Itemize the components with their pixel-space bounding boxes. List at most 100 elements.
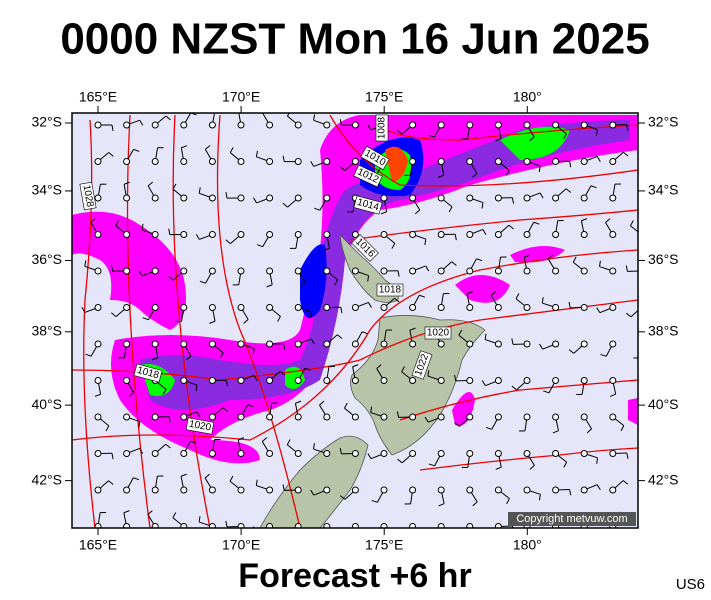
barb-flag — [511, 338, 514, 345]
barb-station — [351, 158, 359, 165]
barb-station — [466, 340, 474, 348]
lon-label: 175°E — [365, 89, 403, 105]
barb-station — [380, 413, 388, 421]
barb-flag — [529, 465, 535, 470]
barb-station — [637, 306, 638, 309]
barb-station — [266, 267, 274, 275]
barb-station — [123, 413, 131, 421]
barb-station — [523, 413, 531, 421]
barb-flag — [595, 129, 598, 136]
barb-station — [466, 413, 474, 421]
barb-station — [437, 231, 445, 238]
barb-flag — [81, 306, 86, 313]
barb-flag — [85, 353, 92, 357]
barb-station — [180, 450, 188, 457]
barb-station — [466, 486, 474, 494]
barb-station — [294, 304, 302, 311]
barb-station — [123, 450, 131, 457]
barb-station — [237, 486, 245, 494]
barb-flag — [639, 182, 645, 184]
barb-flag — [438, 174, 444, 178]
lon-label: 180° — [513, 89, 542, 105]
barb-staff — [641, 381, 648, 393]
barb-station — [494, 523, 502, 528]
barb-station — [380, 523, 388, 528]
barb-flag — [596, 307, 601, 313]
lat-label: 36°S — [31, 251, 62, 267]
barb-flag — [424, 238, 427, 246]
barb-flag — [94, 393, 101, 397]
barb-flag — [310, 160, 315, 167]
barb-station — [552, 267, 560, 275]
barb-station — [294, 194, 302, 202]
barb-station — [580, 304, 588, 311]
barb-station — [294, 450, 302, 457]
barb-station — [123, 267, 131, 275]
barb-station — [466, 523, 474, 528]
barb-station — [409, 267, 417, 275]
barb-station — [294, 523, 302, 528]
barb-station — [523, 340, 531, 348]
barb-flag — [199, 280, 206, 284]
lat-label: 40°S — [31, 396, 62, 412]
barb-flag — [190, 440, 197, 444]
barb-flag — [115, 220, 120, 226]
lon-label: 180° — [513, 537, 542, 553]
barb-station — [323, 486, 331, 494]
barb-flag — [367, 275, 370, 282]
barb-station — [237, 267, 245, 275]
barb-station — [180, 231, 188, 238]
barb-flag — [596, 484, 601, 491]
barb-station — [409, 304, 417, 311]
barb-station — [123, 304, 131, 311]
barb-station — [380, 194, 388, 202]
barb-station — [123, 194, 131, 202]
barb-staff — [641, 149, 648, 161]
barb-station — [637, 416, 638, 418]
barb-station — [94, 304, 102, 311]
map-frame — [71, 112, 639, 529]
barb-station — [123, 231, 131, 238]
barb-flag — [458, 329, 463, 336]
barb-flag — [282, 202, 288, 208]
barb-station — [466, 450, 474, 457]
lat-label: 40°S — [648, 396, 679, 412]
barb-flag — [438, 503, 445, 507]
barb-station — [294, 267, 302, 275]
lat-label: 32°S — [31, 114, 62, 130]
barb-flag — [255, 479, 258, 486]
isobar-label: 1020 — [424, 326, 452, 340]
barb-flag — [111, 312, 117, 317]
barb-flag — [367, 124, 372, 131]
barb-flag — [225, 380, 229, 387]
barb-station — [494, 194, 502, 202]
barb-flag — [543, 390, 550, 394]
barb-station — [151, 523, 159, 528]
barb-flag — [485, 426, 492, 430]
barb-flag — [222, 407, 228, 412]
barb-staff — [641, 448, 654, 453]
barb-station — [637, 343, 638, 345]
barb-flag — [286, 439, 291, 446]
barb-flag — [139, 448, 144, 454]
barb-flag — [511, 197, 515, 204]
barb-flag — [505, 170, 510, 176]
barb-station — [323, 267, 331, 275]
barb-station — [466, 304, 474, 311]
barb-flag — [368, 302, 372, 308]
barb-flag — [472, 501, 478, 507]
barb-station — [323, 413, 331, 421]
barb-station — [323, 231, 331, 238]
barb-flag — [495, 138, 502, 142]
barb-station — [637, 525, 638, 528]
barb-flag — [625, 312, 632, 318]
barb-station — [466, 158, 474, 165]
barb-station — [637, 489, 638, 491]
barb-station — [180, 486, 188, 494]
barb-station — [409, 121, 417, 129]
barb-flag — [168, 228, 171, 235]
barb-flag — [165, 115, 171, 121]
barb-flag — [266, 284, 273, 288]
barb-station — [266, 194, 274, 202]
barb-station — [180, 340, 188, 348]
